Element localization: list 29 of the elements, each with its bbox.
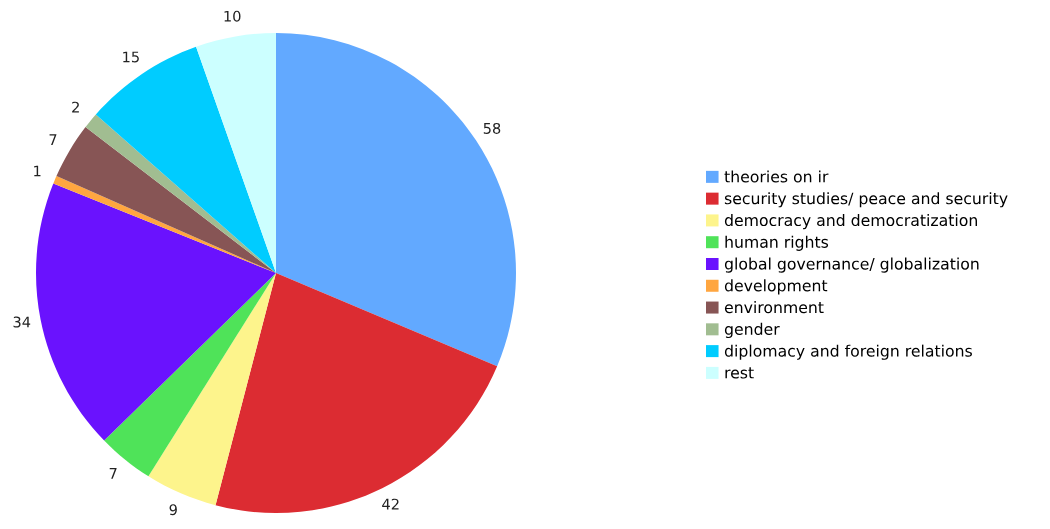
legend-label: human rights bbox=[725, 235, 829, 251]
pie-slice bbox=[215, 273, 498, 513]
data-label: 9 bbox=[169, 504, 177, 516]
legend-label: theories on ir bbox=[724, 170, 829, 183]
data-label: 7 bbox=[49, 134, 57, 145]
pie-slice bbox=[104, 273, 276, 477]
legend-label: environment bbox=[724, 301, 824, 314]
pie-slice bbox=[36, 183, 276, 441]
data-label: 15 bbox=[123, 51, 139, 63]
data-label: 58 bbox=[483, 122, 501, 134]
data-label: 1 bbox=[34, 165, 41, 177]
data-label: 34 bbox=[13, 316, 31, 328]
data-label: 2 bbox=[72, 101, 79, 113]
legend-label: development bbox=[724, 279, 828, 295]
data-label: 7 bbox=[109, 468, 117, 479]
legend-label: democracy and democratization bbox=[724, 213, 977, 230]
pie-slice bbox=[53, 176, 276, 273]
legend-label: global governance/ globalization bbox=[724, 257, 979, 273]
legend-label: rest bbox=[725, 367, 754, 379]
pie-slice bbox=[95, 46, 276, 273]
pie-slice bbox=[148, 273, 276, 506]
pie-slice bbox=[276, 33, 516, 367]
pie-slice bbox=[56, 127, 276, 273]
pie-slice bbox=[196, 33, 276, 273]
data-label: 10 bbox=[224, 10, 241, 22]
legend-label: security studies/ peace and security bbox=[724, 192, 1008, 208]
legend-label: gender bbox=[724, 322, 780, 339]
legend-label: diplomacy and foreign relations bbox=[724, 344, 972, 360]
data-label: 42 bbox=[382, 498, 399, 510]
